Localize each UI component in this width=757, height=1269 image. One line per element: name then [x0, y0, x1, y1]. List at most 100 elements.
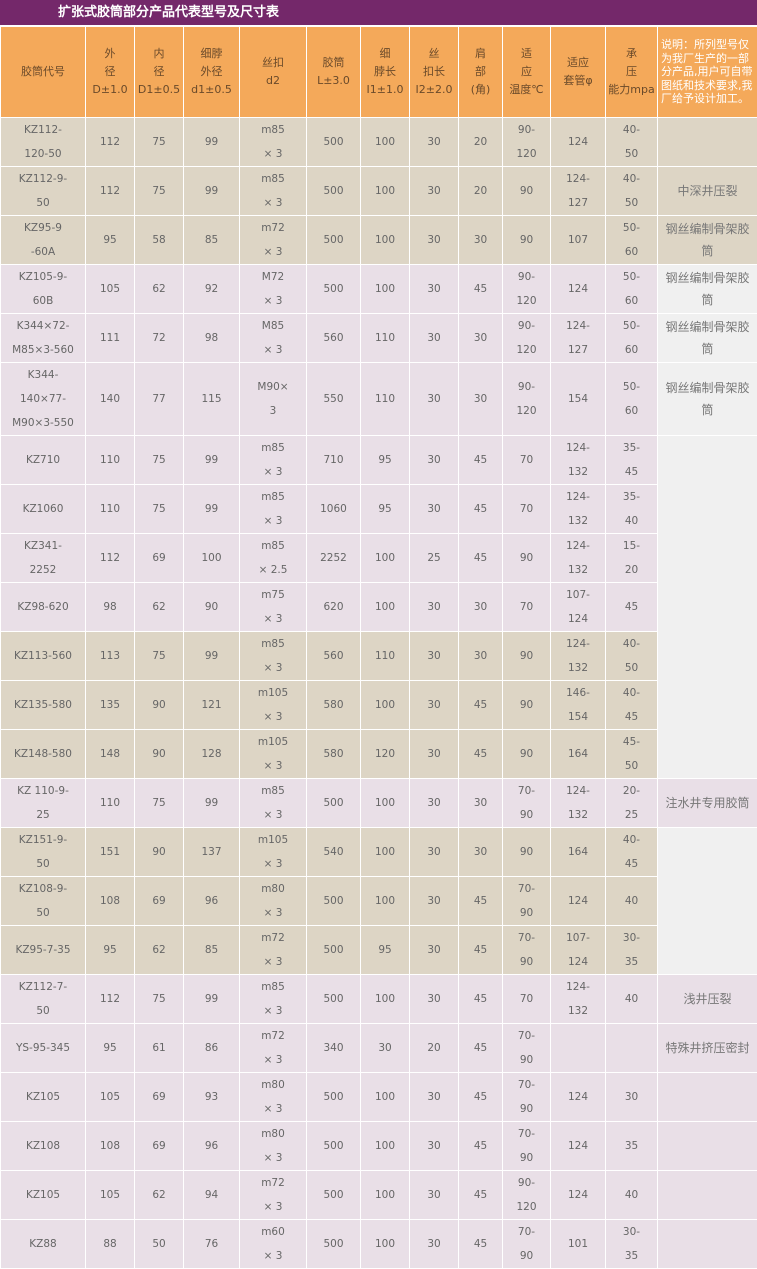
- cell-thread: m72 × 3: [240, 926, 307, 975]
- cell-thread: m85 × 3: [240, 632, 307, 681]
- cell-inner-diameter: 75: [135, 779, 184, 828]
- cell-outer-diameter: 110: [86, 436, 135, 485]
- cell-thread: m72 × 3: [240, 216, 307, 265]
- cell-length: 560: [307, 632, 361, 681]
- cell-remark: [658, 1073, 757, 1122]
- cell-outer-diameter: 95: [86, 926, 135, 975]
- cell-remark: [658, 828, 757, 975]
- cell-neck-outer-diameter: 121: [184, 681, 240, 730]
- cell-neck-outer-diameter: 90: [184, 583, 240, 632]
- cell-temperature: 70: [503, 436, 551, 485]
- cell-model-code: KZ112-9- 50: [1, 167, 86, 216]
- cell-temperature: 90: [503, 534, 551, 583]
- cell-model-code: KZ113-560: [1, 632, 86, 681]
- cell-casing: 124- 132: [551, 632, 606, 681]
- cell-casing: 124- 132: [551, 779, 606, 828]
- header-outer-diameter: 外 径 D±1.0: [86, 27, 135, 118]
- cell-neck-outer-diameter: 115: [184, 363, 240, 436]
- cell-outer-diameter: 112: [86, 534, 135, 583]
- header-neck-length: 细 脖长 I1±1.0: [361, 27, 410, 118]
- cell-model-code: KZ95-9 -60A: [1, 216, 86, 265]
- cell-inner-diameter: 62: [135, 265, 184, 314]
- cell-inner-diameter: 69: [135, 877, 184, 926]
- cell-temperature: 70- 90: [503, 926, 551, 975]
- cell-temperature: 70: [503, 975, 551, 1024]
- cell-model-code: KZ95-7-35: [1, 926, 86, 975]
- cell-shoulder-angle: 45: [459, 1220, 503, 1269]
- cell-casing: 164: [551, 828, 606, 877]
- cell-thread: m80 × 3: [240, 1122, 307, 1171]
- cell-outer-diameter: 135: [86, 681, 135, 730]
- cell-thread-length: 30: [410, 681, 459, 730]
- cell-neck-outer-diameter: 99: [184, 167, 240, 216]
- header-thread: 丝扣 d2: [240, 27, 307, 118]
- cell-inner-diameter: 50: [135, 1220, 184, 1269]
- cell-thread: m75 × 3: [240, 583, 307, 632]
- cell-outer-diameter: 110: [86, 779, 135, 828]
- cell-casing: 124: [551, 265, 606, 314]
- cell-shoulder-angle: 45: [459, 485, 503, 534]
- cell-neck-outer-diameter: 99: [184, 779, 240, 828]
- cell-inner-diameter: 72: [135, 314, 184, 363]
- cell-shoulder-angle: 45: [459, 926, 503, 975]
- cell-neck-outer-diameter: 99: [184, 632, 240, 681]
- cell-shoulder-angle: 45: [459, 436, 503, 485]
- cell-shoulder-angle: 45: [459, 730, 503, 779]
- cell-length: 2252: [307, 534, 361, 583]
- cell-outer-diameter: 105: [86, 1073, 135, 1122]
- cell-temperature: 90: [503, 632, 551, 681]
- cell-thread: m72 × 3: [240, 1171, 307, 1220]
- cell-model-code: KZ105: [1, 1171, 86, 1220]
- cell-casing: 124- 127: [551, 314, 606, 363]
- cell-neck-length: 100: [361, 1073, 410, 1122]
- cell-thread-length: 30: [410, 877, 459, 926]
- cell-neck-outer-diameter: 86: [184, 1024, 240, 1073]
- cell-thread: m80 × 3: [240, 1073, 307, 1122]
- cell-neck-outer-diameter: 85: [184, 216, 240, 265]
- cell-inner-diameter: 75: [135, 436, 184, 485]
- cell-model-code: YS-95-345: [1, 1024, 86, 1073]
- cell-outer-diameter: 151: [86, 828, 135, 877]
- cell-thread: m105 × 3: [240, 730, 307, 779]
- cell-model-code: KZ710: [1, 436, 86, 485]
- cell-neck-length: 95: [361, 436, 410, 485]
- cell-neck-outer-diameter: 85: [184, 926, 240, 975]
- cell-model-code: KZ1060: [1, 485, 86, 534]
- header-note: 说明：所列型号仅为我厂生产的一部分产品,用户可自带图纸和技术要求,我厂给予设计加…: [658, 27, 757, 118]
- cell-neck-length: 30: [361, 1024, 410, 1073]
- cell-thread-length: 30: [410, 1171, 459, 1220]
- cell-outer-diameter: 112: [86, 167, 135, 216]
- cell-shoulder-angle: 45: [459, 877, 503, 926]
- cell-inner-diameter: 69: [135, 1122, 184, 1171]
- cell-thread-length: 30: [410, 363, 459, 436]
- cell-shoulder-angle: 30: [459, 779, 503, 828]
- cell-thread: m85 × 3: [240, 485, 307, 534]
- cell-outer-diameter: 110: [86, 485, 135, 534]
- header-shoulder-angle: 肩 部 (角): [459, 27, 503, 118]
- cell-pressure: 40- 50: [606, 118, 658, 167]
- cell-model-code: KZ148-580: [1, 730, 86, 779]
- cell-outer-diameter: 108: [86, 1122, 135, 1171]
- cell-remark: [658, 118, 757, 167]
- cell-shoulder-angle: 30: [459, 363, 503, 436]
- cell-temperature: 90- 120: [503, 1171, 551, 1220]
- cell-casing: 124- 132: [551, 436, 606, 485]
- cell-outer-diameter: 108: [86, 877, 135, 926]
- cell-thread-length: 30: [410, 1073, 459, 1122]
- cell-temperature: 70- 90: [503, 779, 551, 828]
- cell-neck-outer-diameter: 99: [184, 118, 240, 167]
- cell-thread-length: 30: [410, 583, 459, 632]
- cell-temperature: 90: [503, 681, 551, 730]
- cell-neck-outer-diameter: 93: [184, 1073, 240, 1122]
- cell-thread-length: 30: [410, 167, 459, 216]
- cell-inner-diameter: 62: [135, 1171, 184, 1220]
